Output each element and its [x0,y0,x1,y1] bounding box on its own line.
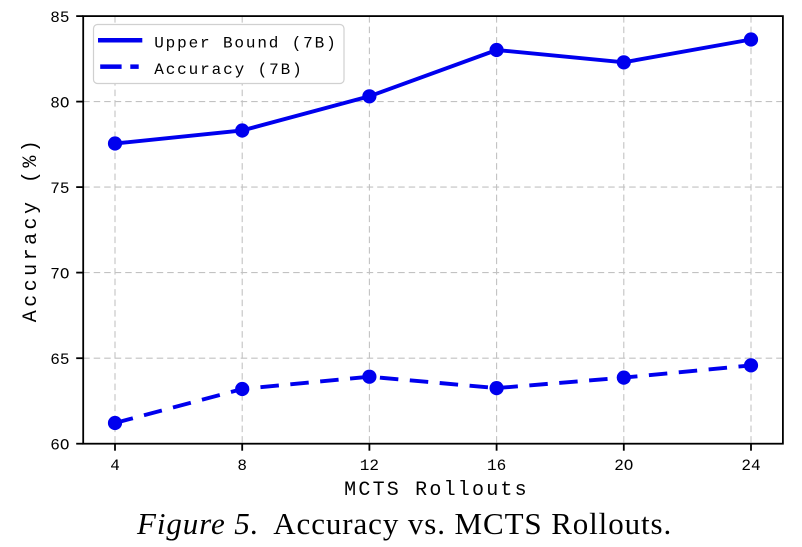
svg-text:Figure 5. Accuracy vs. MCTS Ro: Figure 5. Accuracy vs. MCTS Rollouts. [136,506,672,541]
svg-text:8: 8 [237,457,247,475]
svg-text:2O: 2O [614,457,633,475]
svg-text:Upper Bound (7B): Upper Bound (7B) [154,35,336,53]
svg-text:8O: 8O [50,94,69,112]
svg-text:12: 12 [360,457,379,475]
svg-text:MCTS Rollouts: MCTS Rollouts [344,479,527,502]
svg-text:7O: 7O [50,265,69,283]
svg-text:Accuracy (7B): Accuracy (7B) [154,61,302,79]
svg-text:75: 75 [50,180,69,198]
svg-text:85: 85 [50,9,69,27]
svg-text:6O: 6O [50,437,69,455]
svg-text:65: 65 [50,351,69,369]
svg-text:4: 4 [110,457,120,475]
svg-text:24: 24 [741,457,760,475]
svg-text:16: 16 [487,457,506,475]
